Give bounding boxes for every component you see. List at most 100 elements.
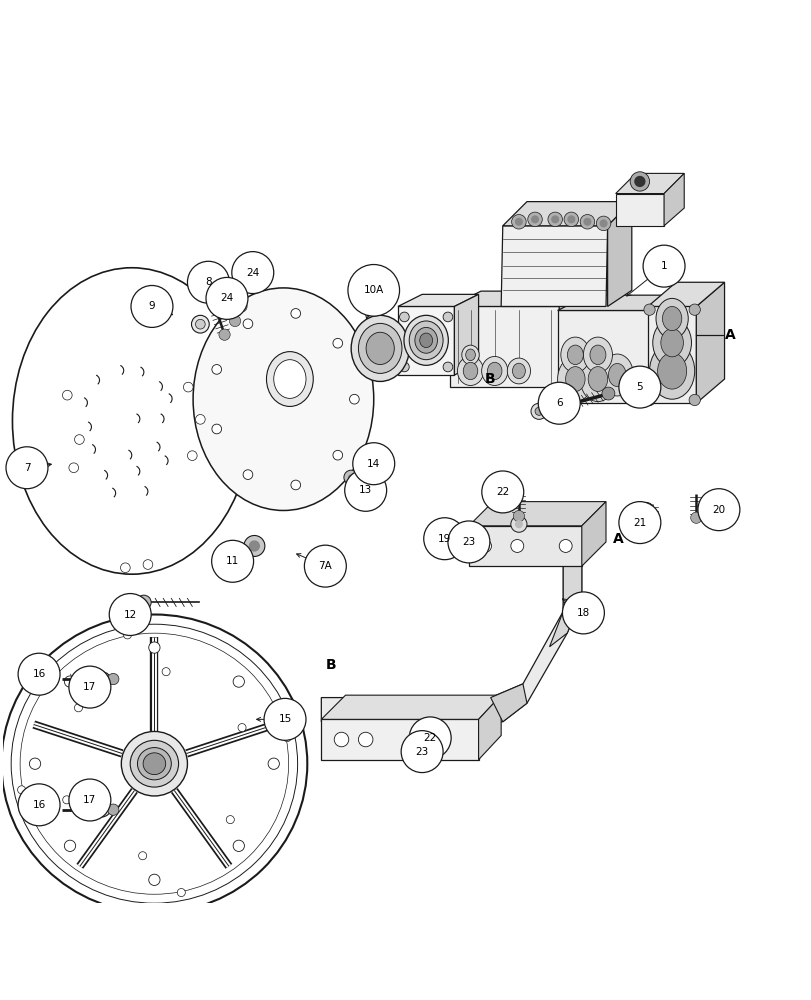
Circle shape [143, 560, 152, 569]
Circle shape [514, 520, 522, 528]
Text: 22: 22 [423, 733, 436, 743]
Text: 24: 24 [246, 268, 259, 278]
Circle shape [69, 666, 111, 708]
Circle shape [530, 215, 539, 223]
Text: 7: 7 [24, 463, 30, 473]
Polygon shape [647, 306, 696, 403]
Ellipse shape [557, 356, 592, 402]
Text: 11: 11 [225, 556, 239, 566]
Ellipse shape [366, 332, 394, 365]
Polygon shape [650, 295, 680, 403]
Circle shape [212, 424, 221, 434]
Circle shape [358, 463, 363, 468]
Polygon shape [663, 173, 684, 226]
Text: 16: 16 [32, 669, 45, 679]
Circle shape [304, 545, 346, 587]
Ellipse shape [143, 753, 165, 775]
Text: A: A [723, 328, 735, 342]
Ellipse shape [660, 329, 683, 357]
Ellipse shape [193, 288, 373, 510]
Circle shape [6, 447, 48, 489]
Polygon shape [581, 502, 605, 566]
Text: 16: 16 [32, 800, 45, 810]
Circle shape [510, 516, 526, 532]
Circle shape [352, 443, 394, 485]
Polygon shape [549, 566, 581, 647]
Circle shape [97, 803, 107, 813]
Text: 22: 22 [496, 487, 508, 497]
Circle shape [18, 653, 60, 695]
Circle shape [564, 212, 578, 227]
Circle shape [242, 470, 252, 479]
Text: B: B [325, 658, 336, 672]
Circle shape [148, 642, 160, 653]
Circle shape [601, 387, 614, 400]
Polygon shape [468, 526, 581, 566]
Circle shape [399, 362, 409, 372]
Ellipse shape [358, 323, 401, 373]
Circle shape [29, 758, 41, 769]
Circle shape [643, 394, 654, 406]
Polygon shape [647, 282, 723, 306]
Circle shape [191, 315, 209, 333]
Ellipse shape [560, 337, 589, 373]
Circle shape [75, 435, 84, 444]
Polygon shape [397, 294, 478, 306]
Circle shape [697, 489, 739, 531]
Circle shape [162, 668, 170, 676]
Ellipse shape [481, 356, 507, 385]
Circle shape [358, 732, 372, 747]
Ellipse shape [590, 345, 605, 365]
Circle shape [109, 594, 151, 635]
Circle shape [64, 676, 75, 687]
Circle shape [283, 734, 291, 742]
Text: 6: 6 [556, 398, 562, 408]
Circle shape [226, 816, 234, 824]
Circle shape [534, 407, 543, 415]
Circle shape [148, 874, 160, 885]
Text: 8: 8 [205, 277, 212, 287]
Ellipse shape [457, 356, 483, 385]
Circle shape [231, 252, 273, 294]
Polygon shape [321, 719, 478, 760]
Circle shape [412, 746, 428, 762]
Circle shape [355, 460, 367, 471]
Ellipse shape [137, 748, 171, 780]
Ellipse shape [662, 306, 681, 331]
Text: 15: 15 [278, 714, 291, 724]
Circle shape [629, 172, 649, 191]
Circle shape [183, 382, 193, 392]
Circle shape [238, 724, 246, 732]
Ellipse shape [587, 367, 607, 391]
Circle shape [511, 215, 526, 229]
Ellipse shape [2, 615, 307, 913]
Circle shape [643, 304, 654, 315]
Polygon shape [321, 566, 581, 722]
Ellipse shape [130, 740, 178, 787]
Text: A: A [612, 532, 623, 546]
Text: 9: 9 [148, 301, 155, 311]
Circle shape [242, 319, 252, 329]
Circle shape [423, 518, 465, 560]
Circle shape [399, 312, 409, 322]
Circle shape [177, 889, 185, 897]
Circle shape [409, 717, 451, 759]
Polygon shape [559, 291, 589, 387]
Ellipse shape [582, 337, 611, 373]
Circle shape [559, 540, 572, 552]
Ellipse shape [512, 363, 525, 379]
Circle shape [638, 502, 653, 517]
Ellipse shape [507, 358, 530, 384]
Text: 23: 23 [415, 747, 428, 757]
Circle shape [108, 804, 118, 815]
Circle shape [268, 758, 279, 769]
Polygon shape [450, 291, 589, 306]
Circle shape [416, 750, 424, 758]
Circle shape [443, 362, 453, 372]
Circle shape [633, 176, 645, 187]
Polygon shape [478, 695, 500, 760]
Ellipse shape [350, 315, 409, 381]
Circle shape [333, 450, 342, 460]
Circle shape [62, 796, 71, 804]
Circle shape [120, 563, 130, 573]
